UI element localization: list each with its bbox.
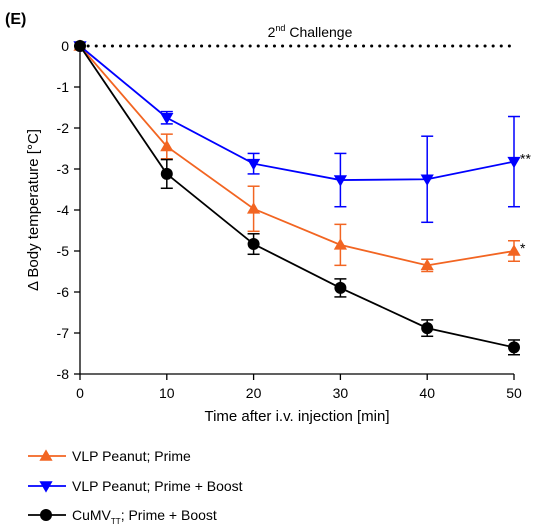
- data-point: [160, 167, 173, 180]
- y-tick-label: -5: [57, 243, 70, 259]
- y-tick-label: -3: [57, 161, 70, 177]
- x-tick-label: 50: [506, 385, 522, 401]
- data-point: [507, 156, 521, 169]
- legend-marker: [39, 481, 53, 493]
- x-tick-label: 20: [246, 385, 262, 401]
- x-axis-label: Time after i.v. injection [min]: [204, 408, 389, 425]
- legend-item: CuMVTT; Prime + Boost: [28, 507, 217, 526]
- legend: VLP Peanut; Prime VLP Peanut; Prime + Boo…: [28, 448, 243, 526]
- series-line: [79, 45, 515, 181]
- legend-label: CuMVTT; Prime + Boost: [72, 507, 217, 526]
- data-point: [333, 238, 347, 250]
- series-layer: ***: [73, 39, 531, 356]
- data-point: [334, 281, 347, 294]
- data-point: [507, 244, 521, 256]
- y-axis-label: Δ Body temperature [°C]: [25, 129, 42, 291]
- challenge-annotation: 2nd Challenge: [268, 23, 353, 40]
- data-point: [74, 40, 86, 52]
- data-point: [160, 139, 174, 152]
- axes: (E) 2nd Challenge 0 -1 -2 -3 -4 -5 -6 -7 -8 0 10 20 30…: [5, 11, 522, 425]
- legend-marker: [40, 509, 52, 521]
- x-tick-label: 0: [76, 385, 84, 401]
- legend-marker: [39, 449, 53, 461]
- y-tick-label: -8: [57, 366, 70, 382]
- x-tick-label: 10: [159, 385, 175, 401]
- data-point: [247, 238, 260, 251]
- data-point: [160, 112, 174, 125]
- x-tick-label: 40: [419, 385, 435, 401]
- y-tick-label: -4: [57, 202, 70, 218]
- significance-label: **: [520, 151, 531, 167]
- data-point: [508, 341, 520, 354]
- series-line: [79, 45, 515, 349]
- panel-label: (E): [5, 11, 26, 28]
- y-tick-label: -2: [57, 120, 70, 136]
- data-point: [247, 202, 261, 214]
- series-line: [79, 45, 515, 267]
- y-tick-label: 0: [61, 38, 69, 54]
- legend-item: VLP Peanut; Prime + Boost: [28, 478, 243, 494]
- legend-item: VLP Peanut; Prime: [28, 448, 191, 464]
- y-tick-label: -6: [57, 284, 70, 300]
- x-tick-label: 30: [333, 385, 349, 401]
- data-point: [420, 258, 434, 271]
- data-point: [247, 158, 261, 171]
- data-point: [421, 322, 434, 335]
- significance-label: *: [520, 240, 526, 256]
- legend-label: VLP Peanut; Prime: [72, 448, 191, 464]
- y-tick-label: -1: [57, 79, 70, 95]
- data-point: [333, 175, 347, 187]
- series-1: *: [73, 39, 526, 273]
- y-tick-label: -7: [57, 325, 70, 341]
- series-3: [74, 40, 520, 356]
- legend-label: VLP Peanut; Prime + Boost: [72, 478, 243, 494]
- series-2: **: [73, 41, 531, 224]
- data-point: [420, 174, 434, 186]
